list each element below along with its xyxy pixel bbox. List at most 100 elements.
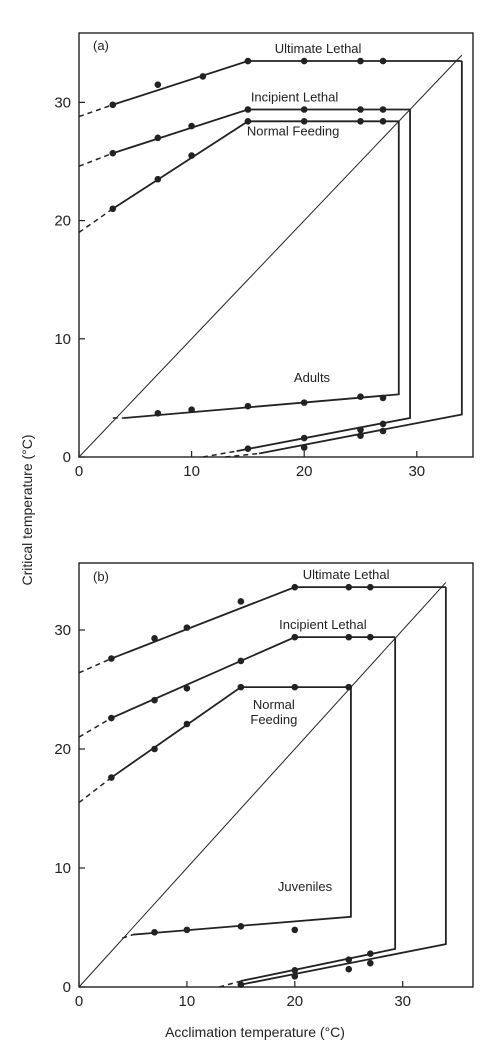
series-line-ultimate-lethal-lower-a xyxy=(258,61,463,455)
panel-b-tag: (b) xyxy=(93,569,109,584)
extrapolation-ultimate-lethal-lower-a xyxy=(225,452,260,458)
data-point-ultimate-lethal-a-3 xyxy=(244,57,252,65)
x-tick-label-b-10: 10 xyxy=(179,993,196,1010)
series-line-normal-feeding-lower-b xyxy=(132,687,352,936)
data-point-incipient-lethal-b-1 xyxy=(151,696,158,704)
data-point-incipient-lethal-a-4 xyxy=(300,106,308,113)
data-point-normal-feeding-lower-a-5 xyxy=(379,394,387,402)
equality-line-b xyxy=(78,582,447,988)
x-tick-label-a-20: 20 xyxy=(296,463,313,480)
data-point-normal-feeding-a-4 xyxy=(300,118,308,125)
data-point-normal-feeding-a-3 xyxy=(244,118,252,125)
plot-frame-b xyxy=(78,562,474,988)
data-point-ultimate-lethal-b-2 xyxy=(183,624,191,631)
data-point-incipient-lethal-a-2 xyxy=(188,122,195,130)
data-point-ultimate-lethal-b-3 xyxy=(237,598,245,605)
data-point-ultimate-lethal-a-0 xyxy=(109,101,117,109)
data-point-incipient-lethal-lower-b-0 xyxy=(291,967,299,974)
x-tick-label-b-0: 0 xyxy=(75,993,83,1010)
data-point-incipient-lethal-lower-a-0 xyxy=(244,445,252,453)
extrapolation-incipient-lethal-lower-a xyxy=(202,450,237,458)
y-tick-label-a-10: 10 xyxy=(54,331,71,348)
y-tick-label-b-30: 30 xyxy=(54,622,71,639)
data-point-normal-feeding-b-4 xyxy=(291,683,299,691)
data-point-ultimate-lethal-a-6 xyxy=(379,57,387,65)
extrapolation-ultimate-lethal-b xyxy=(78,657,112,674)
data-point-ultimate-lethal-lower-b-1 xyxy=(291,972,299,980)
data-point-incipient-lethal-a-0 xyxy=(109,149,117,157)
panel-a-group-label: Adults xyxy=(294,370,331,385)
data-point-ultimate-lethal-b-1 xyxy=(151,635,158,642)
data-point-ultimate-lethal-a-1 xyxy=(154,81,162,88)
data-point-incipient-lethal-a-3 xyxy=(244,106,252,113)
data-point-normal-feeding-lower-a-2 xyxy=(244,402,252,410)
data-point-normal-feeding-a-6 xyxy=(379,118,387,125)
series-label-ultimate-lethal-a: Ultimate Lethal xyxy=(275,41,362,56)
extrapolation-normal-feeding-a xyxy=(78,208,114,234)
x-tick-label-a-30: 30 xyxy=(408,463,425,480)
data-point-normal-feeding-a-0 xyxy=(109,205,117,213)
data-point-incipient-lethal-lower-a-1 xyxy=(300,434,308,442)
data-point-normal-feeding-lower-b-3 xyxy=(291,926,299,934)
x-tick-label-a-0: 0 xyxy=(75,463,83,480)
data-point-normal-feeding-b-2 xyxy=(183,720,191,728)
data-point-normal-feeding-lower-b-1 xyxy=(183,926,191,934)
y-axis-title: Critical temperature (°C) xyxy=(19,434,35,585)
data-point-ultimate-lethal-lower-a-1 xyxy=(357,432,364,440)
data-point-normal-feeding-a-2 xyxy=(188,152,195,159)
series-line-ultimate-lethal-lower-b xyxy=(240,587,447,986)
data-point-ultimate-lethal-lower-b-0 xyxy=(237,981,245,988)
data-point-ultimate-lethal-b-0 xyxy=(108,655,115,662)
extrapolation-incipient-lethal-a xyxy=(78,152,114,167)
extrapolation-ultimate-lethal-a xyxy=(78,104,114,118)
series-line-incipient-lethal-lower-b xyxy=(240,637,397,982)
extrapolation-normal-feeding-b xyxy=(78,776,112,804)
data-point-incipient-lethal-b-2 xyxy=(183,685,191,692)
data-point-normal-feeding-lower-b-2 xyxy=(237,923,245,930)
panel-a: (a) Adults 0 10 20 30 0 10 20 30 Ultimate Lethal… xyxy=(54,32,474,480)
series-label-incipient-lethal-a: Incipient Lethal xyxy=(251,89,339,104)
y-tick-label-b-10: 10 xyxy=(54,860,71,877)
series-label-normal-feeding-b: Normal Feeding xyxy=(250,697,297,727)
data-point-ultimate-lethal-b-4 xyxy=(291,583,299,591)
data-point-incipient-lethal-lower-b-1 xyxy=(345,956,353,963)
extrapolation-normal-feeding-lower-b xyxy=(121,933,134,939)
data-point-incipient-lethal-b-4 xyxy=(291,633,299,641)
y-tick-label-b-0: 0 xyxy=(63,979,71,996)
series-label-incipient-lethal-b: Incipient Lethal xyxy=(279,617,367,632)
x-tick-label-a-10: 10 xyxy=(183,463,200,480)
series-label-normal-feeding-a: Normal Feeding xyxy=(247,123,340,138)
equality-line-a xyxy=(78,54,463,458)
data-point-normal-feeding-b-1 xyxy=(151,745,158,753)
series-line-normal-feeding-lower-a xyxy=(123,121,400,419)
x-tick-label-b-20: 20 xyxy=(286,993,303,1010)
y-tick-label-a-20: 20 xyxy=(54,213,71,230)
series-line-incipient-lethal-lower-a xyxy=(236,109,411,452)
data-point-normal-feeding-lower-a-3 xyxy=(300,399,308,406)
data-point-incipient-lethal-b-5 xyxy=(345,633,353,641)
plot-frame-a xyxy=(78,32,474,458)
data-point-incipient-lethal-lower-a-2 xyxy=(357,426,364,434)
data-point-incipient-lethal-a-1 xyxy=(154,134,162,142)
extrapolation-incipient-lethal-lower-b xyxy=(219,980,242,988)
data-point-ultimate-lethal-b-5 xyxy=(345,583,353,591)
data-point-incipient-lethal-b-3 xyxy=(237,657,245,665)
panel-b: (b) Juveniles 0 10 20 30 0 10 20 30 Ultimate Let… xyxy=(54,562,474,1010)
y-tick-label-a-0: 0 xyxy=(63,449,71,466)
data-point-normal-feeding-lower-a-0 xyxy=(154,409,162,417)
data-point-ultimate-lethal-lower-b-3 xyxy=(367,959,374,967)
series-label-ultimate-lethal-b: Ultimate Lethal xyxy=(303,567,390,582)
data-point-ultimate-lethal-a-2 xyxy=(199,73,207,80)
data-point-normal-feeding-b-3 xyxy=(237,683,245,691)
data-point-incipient-lethal-lower-a-3 xyxy=(379,420,387,428)
data-point-ultimate-lethal-lower-a-0 xyxy=(300,444,308,451)
data-point-incipient-lethal-b-6 xyxy=(367,633,374,641)
data-point-ultimate-lethal-lower-a-2 xyxy=(379,427,387,435)
panel-a-tag: (a) xyxy=(93,38,109,53)
extrapolation-incipient-lethal-b xyxy=(78,717,112,738)
data-point-incipient-lethal-lower-b-2 xyxy=(367,950,374,957)
data-point-ultimate-lethal-a-4 xyxy=(300,57,308,65)
data-point-normal-feeding-lower-a-1 xyxy=(188,406,195,414)
data-point-normal-feeding-b-0 xyxy=(108,774,115,781)
